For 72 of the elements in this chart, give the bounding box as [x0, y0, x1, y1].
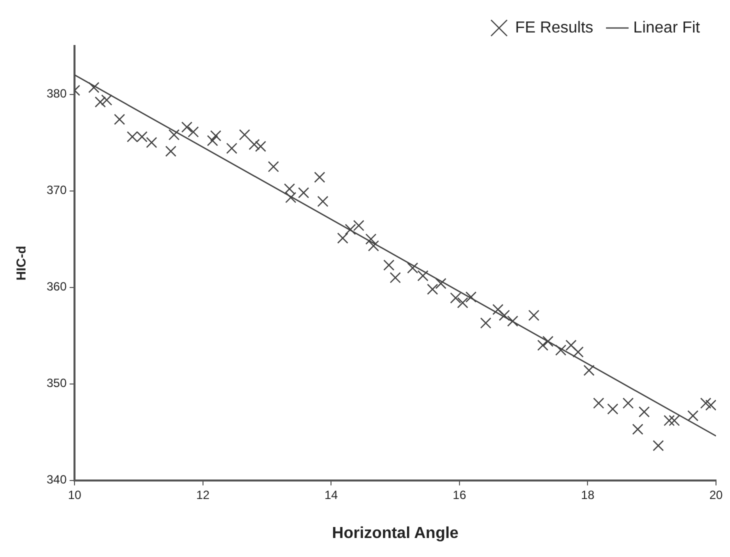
point: [126, 131, 138, 142]
point: [314, 172, 326, 183]
x-tick-label: 20: [709, 488, 723, 502]
point: [426, 284, 438, 295]
point: [632, 424, 644, 435]
point: [705, 400, 716, 411]
point: [94, 96, 106, 108]
point: [450, 292, 462, 304]
y-tick-label: 370: [46, 183, 67, 198]
y-tick-label: 340: [46, 472, 67, 487]
point: [572, 346, 584, 358]
point: [435, 278, 446, 290]
x-tick-label: 18: [581, 488, 595, 502]
point: [165, 146, 176, 157]
point: [664, 415, 675, 426]
point: [566, 340, 577, 351]
point: [368, 240, 380, 252]
point: [353, 220, 364, 232]
point: [638, 406, 650, 418]
x-tick-label: 12: [196, 488, 210, 502]
point: [407, 262, 418, 274]
point: [206, 135, 218, 146]
point: [268, 161, 279, 172]
point: [210, 130, 222, 142]
point: [583, 364, 595, 376]
point: [417, 270, 428, 282]
point: [668, 415, 680, 426]
point: [226, 142, 238, 154]
point: [337, 232, 348, 244]
point: [607, 403, 618, 415]
point: [528, 310, 540, 321]
legend-label: FE Results: [515, 19, 594, 36]
point: [255, 140, 266, 152]
point: [365, 234, 376, 245]
point: [114, 114, 126, 125]
point: [146, 136, 158, 148]
point: [492, 304, 504, 316]
point: [344, 224, 356, 235]
point: [507, 316, 518, 327]
point: [687, 410, 698, 422]
point: [136, 131, 148, 142]
point: [248, 138, 260, 150]
point: [537, 340, 548, 351]
x-tick-label: 16: [452, 488, 466, 502]
point: [188, 126, 199, 138]
point: [168, 129, 180, 140]
y-tick-label: 380: [46, 86, 67, 101]
point: [465, 291, 477, 303]
point: [700, 398, 712, 409]
point: [457, 297, 468, 308]
point: [383, 260, 394, 271]
point: [480, 318, 492, 329]
point: [390, 272, 401, 284]
point: [88, 82, 100, 94]
point: [622, 398, 634, 409]
y-tick-label: 360: [46, 280, 67, 294]
point: [498, 310, 510, 321]
point: [101, 94, 112, 106]
x-tick-label: 14: [324, 488, 338, 502]
point: [317, 196, 328, 207]
y-axis-title: HIC-d: [13, 246, 28, 281]
point: [239, 129, 250, 140]
x-axis-title: Horizontal Angle: [332, 524, 459, 542]
point: [555, 344, 566, 356]
point: [593, 398, 604, 409]
point: [181, 122, 192, 133]
legend-label: Linear Fit: [633, 19, 701, 36]
point: [298, 187, 310, 198]
y-tick-label: 350: [46, 376, 67, 390]
point: [652, 440, 664, 452]
x-tick-label: 10: [68, 488, 82, 502]
point: [542, 336, 554, 347]
